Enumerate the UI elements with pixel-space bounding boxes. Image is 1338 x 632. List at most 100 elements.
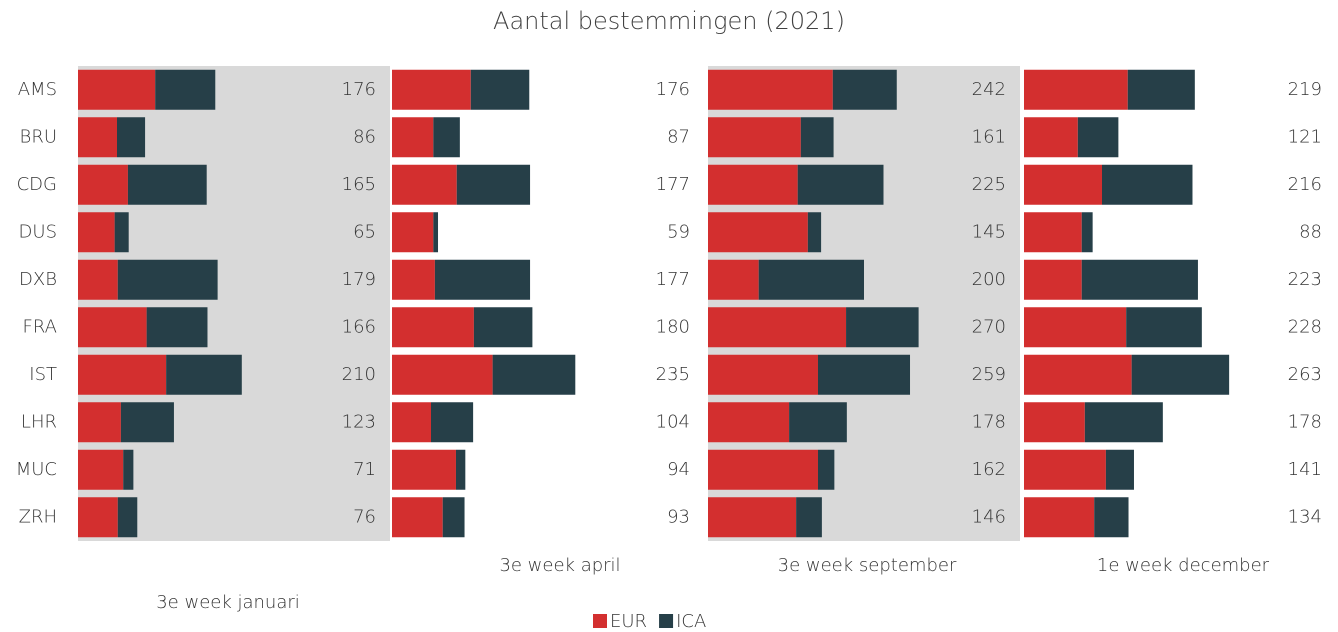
bar-segment [442, 497, 465, 538]
total-label: 86 [353, 126, 376, 147]
bar-segment [817, 354, 911, 395]
bar-segment [708, 354, 818, 395]
bar-segment [123, 449, 134, 490]
total-label: 263 [1288, 364, 1322, 385]
bar-segment [1105, 449, 1134, 490]
bar-segment [78, 449, 124, 490]
bar-segment [434, 259, 531, 300]
bar-segment [1024, 497, 1095, 538]
bar-segment [1024, 164, 1102, 205]
bar-segment [392, 497, 443, 538]
bar-segment [1024, 259, 1082, 300]
bar-segment [78, 307, 147, 348]
bar-segment [1127, 69, 1195, 110]
category-label: DXB [19, 269, 57, 290]
category-label: IST [29, 364, 57, 385]
bar-segment [1081, 212, 1093, 253]
bar-segment [800, 117, 834, 158]
total-label: 87 [667, 126, 690, 147]
total-label: 177 [656, 174, 690, 195]
bar-segment [392, 402, 431, 443]
bar-segment [456, 164, 531, 205]
bar-segment [708, 259, 759, 300]
bar-segment [431, 402, 474, 443]
bar-segment [392, 69, 471, 110]
total-label: 161 [972, 126, 1006, 147]
bar-segment [117, 117, 146, 158]
bar-segment [146, 307, 208, 348]
bar-segment [78, 497, 118, 538]
total-label: 178 [972, 411, 1006, 432]
total-label: 225 [972, 174, 1006, 195]
bar-segment [1024, 449, 1106, 490]
total-label: 242 [972, 79, 1006, 100]
bar-segment [708, 117, 801, 158]
total-label: 104 [656, 411, 690, 432]
bar-segment [1024, 354, 1132, 395]
total-label: 59 [667, 221, 690, 242]
panel-title: 3e week april [499, 555, 620, 576]
bar-segment [392, 354, 493, 395]
bar-segment [807, 212, 822, 253]
total-label: 179 [342, 269, 376, 290]
total-label: 94 [667, 459, 690, 480]
category-label: AMS [18, 79, 57, 100]
panel-title: 3e week januari [156, 592, 300, 613]
bar-segment [392, 307, 474, 348]
bar-segment [470, 69, 530, 110]
bar-segment [1024, 402, 1085, 443]
bar-segment [455, 449, 466, 490]
bar-segment [392, 259, 435, 300]
bar-segment [78, 259, 118, 300]
total-label: 146 [972, 506, 1006, 527]
total-label: 235 [656, 364, 690, 385]
total-label: 165 [342, 174, 376, 195]
total-label: 121 [1288, 126, 1322, 147]
legend-label: EUR [610, 611, 647, 632]
bar-segment [1081, 259, 1198, 300]
bar-segment [78, 117, 117, 158]
bar-segment [1024, 117, 1078, 158]
bar-segment [1102, 164, 1193, 205]
bar-segment [758, 259, 864, 300]
bar-segment [1024, 212, 1082, 253]
total-label: 141 [1288, 459, 1322, 480]
total-label: 177 [656, 269, 690, 290]
bar-segment [708, 164, 798, 205]
category-label: LHR [21, 411, 57, 432]
bar-segment [846, 307, 919, 348]
bar-segment [120, 402, 174, 443]
category-label: ZRH [19, 506, 57, 527]
bar-segment [1024, 307, 1127, 348]
bar-segment [708, 497, 797, 538]
panel-title: 3e week september [778, 555, 957, 576]
bar-segment [708, 212, 808, 253]
bar-segment [433, 117, 460, 158]
total-label: 176 [656, 79, 690, 100]
total-label: 200 [972, 269, 1006, 290]
panel-title: 1e week december [1097, 555, 1270, 576]
bar-segment [1084, 402, 1163, 443]
total-label: 145 [972, 221, 1006, 242]
total-label: 176 [342, 79, 376, 100]
bar-segment [708, 449, 818, 490]
bar-segment [155, 69, 216, 110]
bar-segment [78, 164, 128, 205]
bar-segment [78, 402, 121, 443]
total-label: 178 [1288, 411, 1322, 432]
bar-segment [392, 164, 457, 205]
total-label: 134 [1288, 506, 1322, 527]
legend-swatch [593, 614, 607, 628]
bar-segment [789, 402, 847, 443]
bar-segment [117, 259, 218, 300]
bar-segment [1077, 117, 1119, 158]
total-label: 93 [667, 506, 690, 527]
bar-segment [832, 69, 897, 110]
bar-segment [78, 354, 167, 395]
bar-segment [78, 69, 156, 110]
bar-segment [127, 164, 207, 205]
total-label: 259 [972, 364, 1006, 385]
total-label: 162 [972, 459, 1006, 480]
bar-segment [492, 354, 576, 395]
